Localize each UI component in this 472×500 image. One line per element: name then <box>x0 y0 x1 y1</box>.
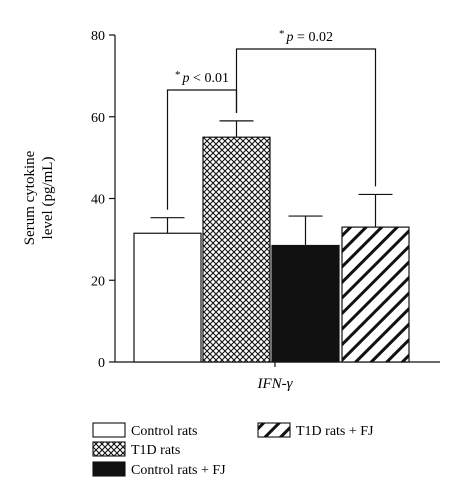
y-tick-label: 80 <box>91 29 105 44</box>
legend-label: Control rats + FJ <box>131 463 226 478</box>
bar <box>202 136 271 363</box>
legend-swatch <box>92 441 126 457</box>
y-tick-label: 0 <box>98 356 105 371</box>
legend-label: T1D rats <box>131 443 180 458</box>
bar <box>271 244 340 363</box>
significance-annotations: * p < 0.01 * p = 0.02 <box>166 28 377 210</box>
y-axis-label-line2: level (pg/mL) <box>40 157 56 240</box>
y-tick-label: 60 <box>91 111 105 126</box>
significance-label: * p < 0.01 <box>175 69 229 86</box>
y-axis-label-line1: Serum cytokine <box>22 150 38 245</box>
legend-label: T1D rats + FJ <box>296 424 374 439</box>
bar <box>341 226 410 363</box>
legend-label: Control rats <box>131 424 198 439</box>
x-axis-label: IFN-γ <box>256 376 293 392</box>
legend: Control rats T1D rats Control rats + FJ T1D… <box>92 422 374 478</box>
significance-bracket <box>235 48 377 187</box>
bar <box>133 232 202 363</box>
legend-swatch <box>257 422 291 438</box>
significance-label: * p = 0.02 <box>279 28 333 45</box>
legend-swatch <box>92 422 126 438</box>
y-tick-label: 40 <box>91 193 105 208</box>
y-tick-label: 20 <box>91 274 105 289</box>
legend-swatch <box>92 461 126 477</box>
bars <box>133 120 410 363</box>
